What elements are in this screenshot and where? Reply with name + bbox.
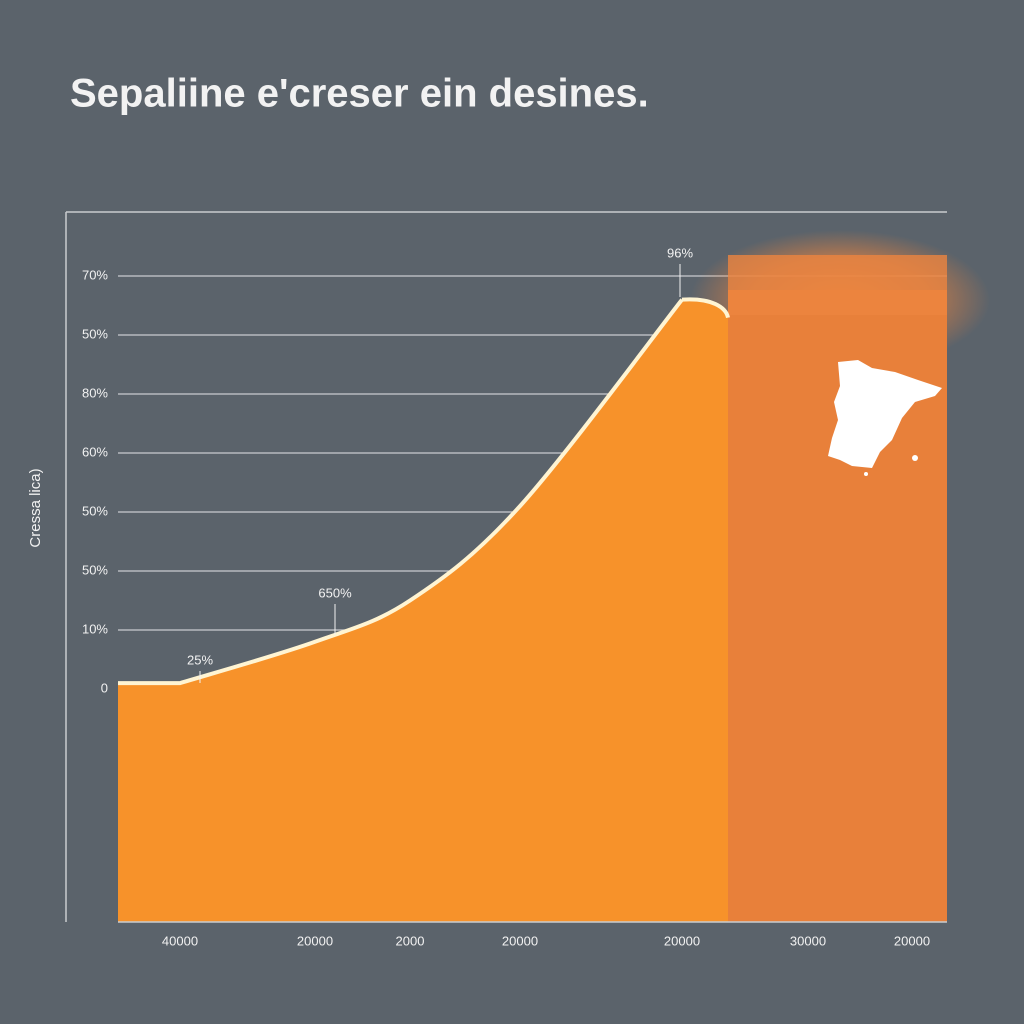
area bbox=[180, 299, 682, 923]
area-cap bbox=[682, 299, 728, 922]
y-tick-label: 80% bbox=[82, 385, 108, 400]
y-tick-label: 60% bbox=[82, 444, 108, 459]
annotation: 650% bbox=[318, 585, 352, 600]
x-tick-label: 2000 bbox=[396, 933, 425, 948]
y-axis-label: Cressa lica) bbox=[27, 468, 44, 547]
y-tick-label: 50% bbox=[82, 326, 108, 341]
map-island bbox=[912, 455, 918, 461]
x-tick-label: 20000 bbox=[664, 933, 700, 948]
y-tick-label: 50% bbox=[82, 562, 108, 577]
right-panel-top bbox=[728, 255, 947, 315]
area-lead bbox=[118, 683, 181, 922]
map-shape bbox=[828, 360, 942, 468]
plot bbox=[118, 297, 730, 923]
area-line bbox=[118, 298, 684, 686]
annotation: 96% bbox=[667, 245, 693, 260]
y-tick-label: 0 bbox=[101, 680, 108, 695]
map-island bbox=[864, 472, 868, 476]
x-tick-label: 20000 bbox=[297, 933, 333, 948]
x-tick-label: 20000 bbox=[894, 933, 930, 948]
x-tick-label: 30000 bbox=[790, 933, 826, 948]
x-tick-label: 40000 bbox=[162, 933, 198, 948]
x-tick-label: 20000 bbox=[502, 933, 538, 948]
area-cap-line bbox=[681, 297, 730, 319]
y-tick-label: 70% bbox=[82, 267, 108, 282]
chart-title: Sepaliine e'creser ein desines. bbox=[70, 72, 649, 116]
y-tick-label: 10% bbox=[82, 621, 108, 636]
y-tick-label: 50% bbox=[82, 503, 108, 518]
annotation: 25% bbox=[187, 652, 213, 667]
